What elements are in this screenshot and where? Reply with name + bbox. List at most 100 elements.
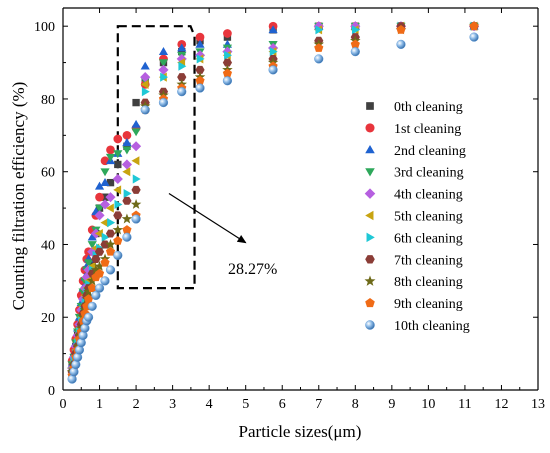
data-point <box>122 146 132 155</box>
x-tick-label: 1 <box>96 397 103 412</box>
data-point <box>224 50 233 60</box>
legend-label: 4th cleaning <box>394 188 463 203</box>
legend-entry: 2nd cleaning <box>365 144 466 159</box>
data-point <box>158 98 169 108</box>
x-tick-label: 6 <box>279 397 286 412</box>
y-axis-title: Counting filtration efficiency (%) <box>9 82 28 311</box>
legend-marker <box>365 320 375 330</box>
legend-marker <box>365 123 375 133</box>
legend-label: 8th cleaning <box>394 275 463 290</box>
data-point <box>222 76 232 86</box>
data-point <box>132 98 140 107</box>
data-point <box>122 225 132 234</box>
data-point <box>177 87 187 97</box>
data-point <box>122 138 132 146</box>
data-point <box>121 213 133 224</box>
legend-entry: 9th cleaning <box>365 297 463 312</box>
x-tick-label: 2 <box>133 397 140 412</box>
data-point <box>177 73 187 82</box>
y-tick-label: 20 <box>41 311 55 326</box>
legend-entry: 1st cleaning <box>365 122 461 137</box>
x-tick-label: 3 <box>169 397 176 412</box>
data-point <box>91 255 101 264</box>
data-point <box>141 87 150 97</box>
data-point <box>140 72 151 83</box>
data-point <box>123 142 131 150</box>
data-point <box>130 198 142 209</box>
legend-entry: 10th cleaning <box>365 319 470 334</box>
y-tick-label: 0 <box>48 384 55 399</box>
data-point <box>94 260 105 271</box>
legend-label: 1st cleaning <box>394 122 461 137</box>
data-point <box>105 229 116 238</box>
legend-entry: 6th cleaning <box>366 231 463 246</box>
data-point <box>140 79 149 89</box>
y-tick-label: 40 <box>41 238 55 253</box>
legend-marker <box>366 232 375 243</box>
data-point <box>194 50 206 61</box>
data-point <box>112 173 123 185</box>
data-point <box>83 286 94 297</box>
data-point <box>132 174 141 184</box>
legend-label: 3rd cleaning <box>394 166 464 181</box>
data-point <box>100 276 110 286</box>
data-point <box>178 47 186 56</box>
data-point <box>95 192 104 202</box>
data-point <box>114 199 123 210</box>
data-point <box>94 247 105 256</box>
legend-entry: 0th cleaning <box>366 100 463 115</box>
data-point <box>101 193 109 201</box>
data-point <box>106 178 115 187</box>
data-point <box>222 46 233 57</box>
legend-marker <box>364 188 376 199</box>
legend-entry: 3rd cleaning <box>365 166 464 181</box>
annotation-arrow <box>168 193 247 244</box>
data-point <box>160 72 169 82</box>
data-point <box>94 210 105 221</box>
x-tick-label: 13 <box>531 397 545 412</box>
data-point <box>114 160 122 169</box>
data-point <box>99 199 111 210</box>
data-point <box>140 61 150 70</box>
y-tick-label: 60 <box>41 166 55 181</box>
data-point <box>350 39 360 49</box>
x-tick-label: 11 <box>458 397 471 412</box>
data-point <box>223 29 232 38</box>
x-tick-label: 8 <box>352 397 359 412</box>
data-point <box>350 47 360 57</box>
data-point <box>88 258 96 267</box>
data-point <box>396 25 406 34</box>
data-point <box>122 232 132 242</box>
data-point <box>196 54 205 64</box>
legend-marker <box>365 210 374 221</box>
data-point <box>131 156 140 166</box>
data-point <box>90 264 102 275</box>
data-point <box>268 65 278 75</box>
data-point <box>94 228 103 239</box>
data-point <box>105 238 116 249</box>
data-point <box>314 54 324 64</box>
x-tick-label: 9 <box>388 397 395 412</box>
legend-label: 6th cleaning <box>394 231 463 246</box>
legend-label: 0th cleaning <box>394 100 463 115</box>
data-point <box>131 185 141 194</box>
data-point <box>83 294 94 303</box>
data-point <box>113 134 123 144</box>
data-point <box>100 240 110 249</box>
data-point <box>87 241 97 250</box>
y-tick-label: 80 <box>41 93 55 108</box>
data-point <box>84 259 94 268</box>
legend-label: 2nd cleaning <box>394 144 466 159</box>
data-point <box>105 265 116 275</box>
data-point <box>94 181 105 190</box>
data-point <box>100 178 110 186</box>
data-point <box>113 150 123 159</box>
data-point <box>131 128 141 137</box>
data-point <box>94 204 105 213</box>
x-axis-title: Particle sizes(μm) <box>239 422 362 441</box>
legend-entry: 7th cleaning <box>365 253 463 268</box>
data-point <box>195 39 205 48</box>
data-point <box>101 232 110 242</box>
legend-marker <box>366 102 374 110</box>
data-point <box>100 257 110 267</box>
